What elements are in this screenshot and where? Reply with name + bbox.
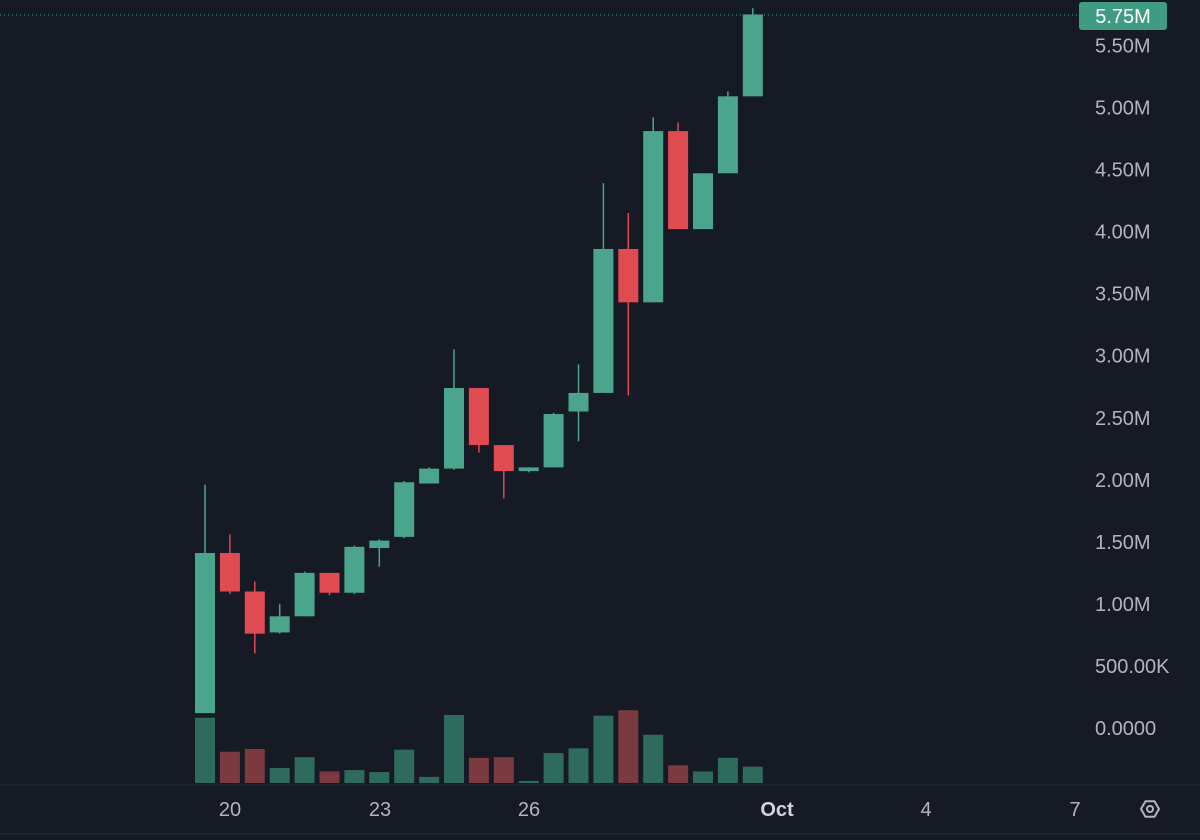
volume-bar bbox=[717, 757, 738, 783]
volume-bar bbox=[419, 776, 440, 783]
candle-body bbox=[643, 131, 664, 303]
candle bbox=[444, 349, 464, 470]
volume-bar bbox=[518, 780, 539, 783]
candle-body bbox=[244, 591, 265, 634]
volume-bar bbox=[219, 751, 240, 783]
volume-bar bbox=[294, 757, 315, 783]
volume-bar bbox=[394, 749, 415, 783]
volume-bar bbox=[593, 715, 614, 783]
candle-body bbox=[195, 553, 215, 714]
candle bbox=[618, 212, 639, 396]
candle-body bbox=[319, 572, 340, 593]
candle bbox=[568, 364, 589, 442]
price-tick-label: 3.50M bbox=[1095, 284, 1151, 306]
volume-bar bbox=[344, 770, 365, 783]
candle-body bbox=[468, 387, 489, 446]
candle bbox=[219, 534, 240, 594]
volume-bar bbox=[319, 771, 340, 783]
candle-body bbox=[394, 482, 415, 537]
candle bbox=[294, 571, 315, 617]
candle bbox=[543, 412, 564, 468]
candle-body bbox=[618, 248, 639, 303]
candle-body bbox=[568, 392, 589, 412]
candle-body bbox=[369, 540, 390, 549]
price-tick-label: 2.50M bbox=[1095, 408, 1151, 430]
candle bbox=[419, 467, 440, 484]
candle bbox=[668, 122, 689, 230]
candle bbox=[717, 91, 738, 174]
volume-bar bbox=[568, 748, 589, 783]
candle-body bbox=[717, 96, 738, 174]
volume-bar bbox=[369, 772, 390, 783]
last-price-text: 5.75M bbox=[1095, 6, 1151, 28]
candle bbox=[344, 545, 365, 594]
candle bbox=[468, 387, 489, 453]
candle bbox=[693, 173, 713, 230]
volume-bar bbox=[693, 771, 713, 783]
volume-bar bbox=[195, 717, 215, 783]
volume-bar bbox=[543, 753, 564, 783]
volume-bar bbox=[269, 768, 290, 783]
candle-body bbox=[419, 468, 440, 484]
volume-bar bbox=[668, 765, 689, 783]
price-axis[interactable]: 5.50M 5.00M 4.50M 4.00M 3.50M 3.00M 2.50M 2.00M… bbox=[1095, 35, 1170, 740]
time-tick-label: 7 bbox=[1069, 799, 1080, 821]
candle bbox=[593, 183, 614, 393]
candle-body bbox=[444, 387, 464, 469]
candle bbox=[518, 467, 539, 473]
candle bbox=[742, 8, 763, 97]
candle-body bbox=[668, 131, 689, 230]
time-axis[interactable]: 20 23 26 Oct 4 7 bbox=[219, 799, 1081, 821]
candle-body bbox=[593, 248, 614, 393]
volume-bar bbox=[468, 757, 489, 783]
candle-body bbox=[543, 414, 564, 468]
price-tick-label: 5.50M bbox=[1095, 35, 1151, 57]
price-tick-label: 4.50M bbox=[1095, 160, 1151, 182]
price-tick-label: 0.0000 bbox=[1095, 718, 1156, 740]
price-tick-label: 3.00M bbox=[1095, 346, 1151, 368]
price-tick-label: 500.00K bbox=[1095, 656, 1170, 678]
price-tick-label: 4.00M bbox=[1095, 222, 1151, 244]
volume-bar bbox=[493, 757, 514, 783]
candle bbox=[493, 445, 514, 499]
volume-bar bbox=[244, 749, 265, 783]
candle-body bbox=[693, 173, 713, 230]
volume-bar bbox=[643, 734, 664, 783]
candle-body bbox=[294, 572, 315, 617]
price-tick-label: 1.00M bbox=[1095, 594, 1151, 616]
candle bbox=[195, 484, 215, 714]
volume-bar bbox=[618, 710, 639, 783]
time-tick-label: Oct bbox=[760, 799, 794, 821]
candle bbox=[269, 603, 290, 634]
last-price-label: 5.75M bbox=[1079, 2, 1167, 30]
candle bbox=[643, 117, 664, 303]
candle bbox=[319, 572, 340, 596]
candle bbox=[244, 581, 265, 654]
candle bbox=[394, 481, 415, 539]
candle-body bbox=[269, 616, 290, 633]
price-tick-label: 5.00M bbox=[1095, 98, 1151, 120]
volume-bar bbox=[742, 766, 763, 783]
time-tick-label: 26 bbox=[518, 799, 540, 821]
candle-body bbox=[518, 467, 539, 472]
candle-body bbox=[344, 546, 365, 593]
candle-body bbox=[219, 553, 240, 592]
volume-bar bbox=[444, 715, 464, 783]
candles bbox=[195, 8, 763, 714]
volume-bars bbox=[195, 710, 763, 783]
candle-body bbox=[742, 14, 763, 97]
settings-icon[interactable] bbox=[1140, 800, 1160, 818]
price-tick-label: 1.50M bbox=[1095, 532, 1151, 554]
time-tick-label: 4 bbox=[920, 799, 931, 821]
time-tick-label: 20 bbox=[219, 799, 241, 821]
time-tick-label: 23 bbox=[369, 799, 391, 821]
candle bbox=[369, 539, 390, 567]
price-tick-label: 2.00M bbox=[1095, 470, 1151, 492]
candle-body bbox=[493, 445, 514, 472]
